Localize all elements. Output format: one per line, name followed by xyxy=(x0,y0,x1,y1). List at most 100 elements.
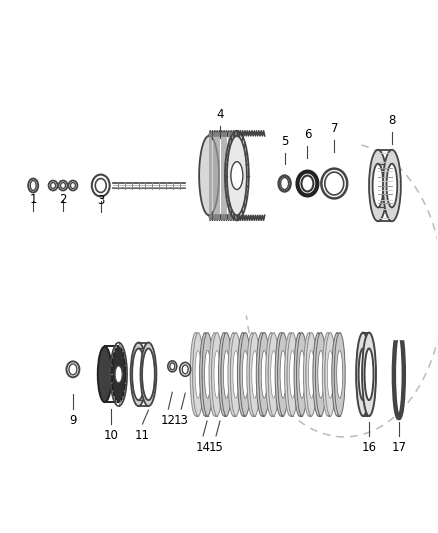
Ellipse shape xyxy=(230,351,237,398)
Ellipse shape xyxy=(240,333,251,416)
Ellipse shape xyxy=(60,182,65,189)
Ellipse shape xyxy=(227,136,247,215)
Ellipse shape xyxy=(249,333,260,416)
Text: 4: 4 xyxy=(216,108,224,121)
Ellipse shape xyxy=(285,333,296,416)
Text: 16: 16 xyxy=(361,441,377,454)
Bar xyxy=(393,327,405,338)
Ellipse shape xyxy=(219,333,230,416)
Ellipse shape xyxy=(297,351,303,398)
Ellipse shape xyxy=(212,333,223,416)
Text: 11: 11 xyxy=(135,429,150,442)
Ellipse shape xyxy=(195,351,201,398)
Ellipse shape xyxy=(373,164,383,207)
Ellipse shape xyxy=(287,351,293,398)
Ellipse shape xyxy=(95,179,106,192)
Ellipse shape xyxy=(297,333,307,416)
Ellipse shape xyxy=(230,333,241,416)
Ellipse shape xyxy=(170,363,175,370)
Ellipse shape xyxy=(278,333,289,416)
Ellipse shape xyxy=(332,333,343,416)
Ellipse shape xyxy=(252,351,258,398)
Ellipse shape xyxy=(202,351,208,398)
Text: 9: 9 xyxy=(69,414,77,427)
Ellipse shape xyxy=(202,333,213,416)
Ellipse shape xyxy=(308,351,314,398)
Ellipse shape xyxy=(142,349,155,400)
Ellipse shape xyxy=(50,182,56,189)
Ellipse shape xyxy=(193,351,199,398)
Ellipse shape xyxy=(315,333,326,416)
Ellipse shape xyxy=(214,351,220,398)
Text: 2: 2 xyxy=(59,193,67,206)
Ellipse shape xyxy=(364,349,374,400)
Ellipse shape xyxy=(231,161,243,190)
Text: 3: 3 xyxy=(97,195,104,207)
Text: 13: 13 xyxy=(174,414,189,427)
Ellipse shape xyxy=(369,150,387,221)
Ellipse shape xyxy=(383,150,401,221)
Ellipse shape xyxy=(334,351,340,398)
Ellipse shape xyxy=(69,364,77,375)
Ellipse shape xyxy=(200,333,211,416)
Ellipse shape xyxy=(325,351,331,398)
Ellipse shape xyxy=(261,351,267,398)
Ellipse shape xyxy=(386,164,397,207)
Ellipse shape xyxy=(287,333,298,416)
Ellipse shape xyxy=(299,351,305,398)
Ellipse shape xyxy=(315,351,321,398)
Ellipse shape xyxy=(71,182,75,189)
Ellipse shape xyxy=(242,351,248,398)
Ellipse shape xyxy=(275,333,286,416)
Ellipse shape xyxy=(112,346,126,402)
Ellipse shape xyxy=(278,351,284,398)
Ellipse shape xyxy=(131,343,146,406)
Ellipse shape xyxy=(334,333,345,416)
Text: 17: 17 xyxy=(391,441,406,454)
Ellipse shape xyxy=(190,333,201,416)
Ellipse shape xyxy=(259,333,270,416)
Ellipse shape xyxy=(182,365,188,374)
Text: 7: 7 xyxy=(331,122,338,135)
Ellipse shape xyxy=(268,351,274,398)
Text: 6: 6 xyxy=(304,128,311,141)
Ellipse shape xyxy=(223,351,230,398)
Ellipse shape xyxy=(301,175,314,191)
Ellipse shape xyxy=(256,333,267,416)
Ellipse shape xyxy=(304,333,314,416)
Ellipse shape xyxy=(266,333,277,416)
Ellipse shape xyxy=(281,177,289,190)
Ellipse shape xyxy=(318,351,324,398)
Ellipse shape xyxy=(98,346,112,402)
Text: 1: 1 xyxy=(29,193,37,206)
Text: 5: 5 xyxy=(281,135,288,148)
Ellipse shape xyxy=(359,349,367,400)
Ellipse shape xyxy=(337,351,343,398)
Ellipse shape xyxy=(249,351,255,398)
Ellipse shape xyxy=(141,343,156,406)
Ellipse shape xyxy=(233,351,239,398)
Ellipse shape xyxy=(356,333,370,416)
Ellipse shape xyxy=(132,349,145,400)
Ellipse shape xyxy=(30,181,36,190)
Ellipse shape xyxy=(237,333,248,416)
Text: 15: 15 xyxy=(208,441,223,454)
Ellipse shape xyxy=(193,333,204,416)
Ellipse shape xyxy=(280,351,286,398)
Text: 12: 12 xyxy=(161,414,176,427)
Ellipse shape xyxy=(322,333,333,416)
Ellipse shape xyxy=(247,333,258,416)
Ellipse shape xyxy=(313,333,324,416)
Text: 10: 10 xyxy=(103,429,118,442)
Ellipse shape xyxy=(205,351,211,398)
Ellipse shape xyxy=(306,351,312,398)
Ellipse shape xyxy=(240,351,246,398)
Ellipse shape xyxy=(259,351,265,398)
Ellipse shape xyxy=(294,333,305,416)
Text: 14: 14 xyxy=(196,441,211,454)
Ellipse shape xyxy=(362,333,376,416)
Ellipse shape xyxy=(325,172,344,195)
Ellipse shape xyxy=(199,136,219,215)
Ellipse shape xyxy=(209,333,220,416)
Ellipse shape xyxy=(221,333,232,416)
